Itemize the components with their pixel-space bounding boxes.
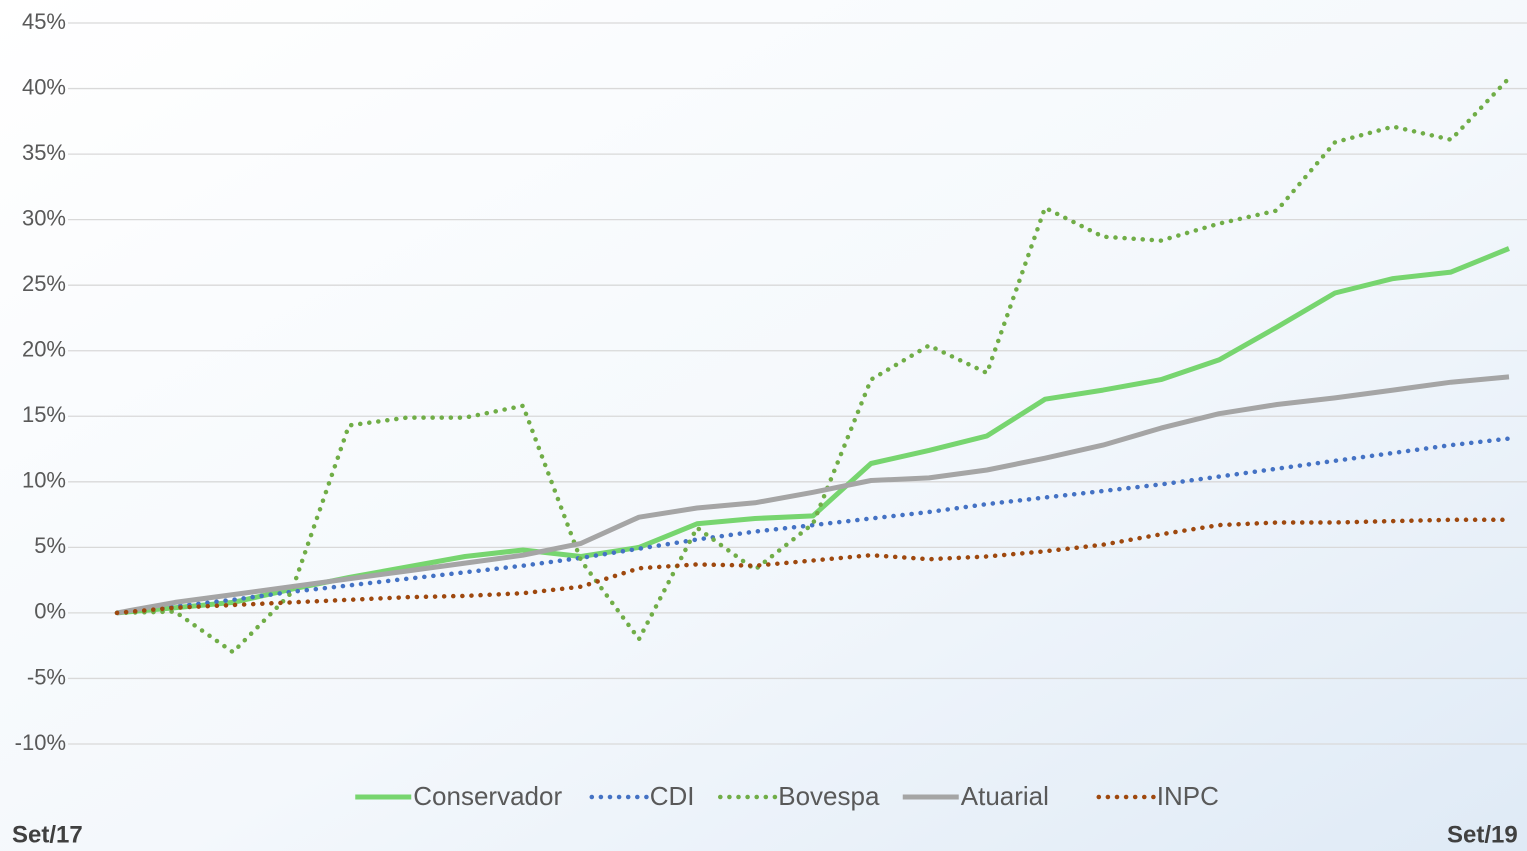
- y-tick-label: 0%: [34, 599, 66, 624]
- y-tick-label: 45%: [22, 9, 66, 34]
- series-line: [114, 436, 1512, 616]
- y-tick-label: -10%: [15, 730, 66, 755]
- x-tick-label: Set/17: [12, 821, 83, 848]
- y-tick-label: 25%: [22, 271, 66, 296]
- series-line: [116, 374, 1510, 616]
- y-tick-label: 35%: [22, 140, 66, 165]
- y-tick-label: 40%: [22, 74, 66, 99]
- legend-label: CDI: [650, 781, 695, 811]
- legend-label: INPC: [1157, 781, 1219, 811]
- y-tick-label: 10%: [22, 468, 66, 493]
- y-tick-label: -5%: [27, 664, 66, 689]
- legend-label: Bovespa: [778, 781, 880, 811]
- series-line: [114, 517, 1512, 616]
- y-tick-label: 5%: [34, 533, 66, 558]
- x-tick-label: Set/19: [1447, 821, 1518, 848]
- y-tick-label: 20%: [22, 337, 66, 362]
- legend-label: Conservador: [413, 781, 562, 811]
- series-line: [114, 75, 1512, 655]
- y-tick-label: 15%: [22, 402, 66, 427]
- y-tick-label: 30%: [22, 205, 66, 230]
- legend-label: Atuarial: [961, 781, 1049, 811]
